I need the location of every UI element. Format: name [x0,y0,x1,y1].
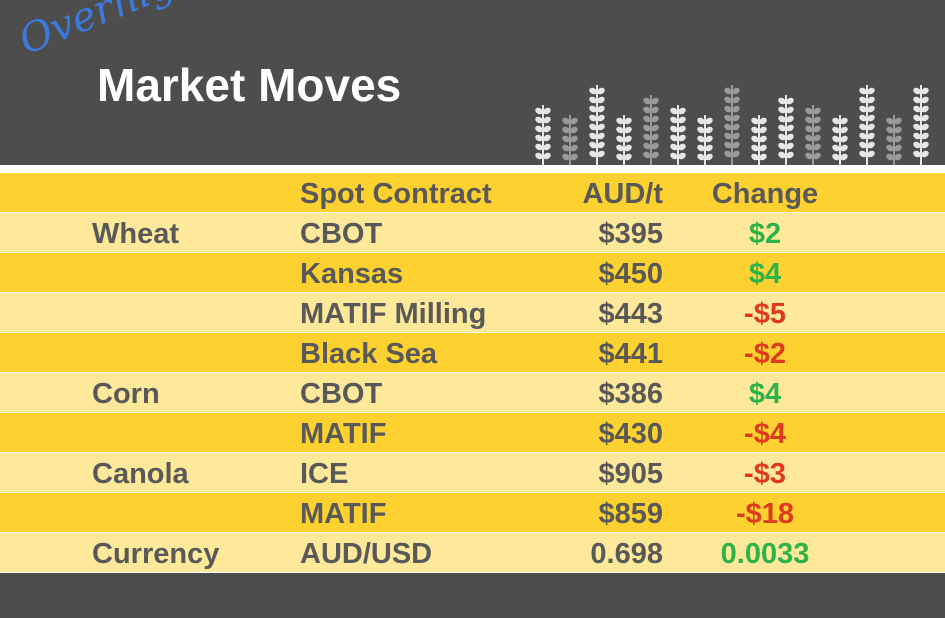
header: Overnight Market Moves [0,0,945,165]
table-row: MATIF $859 -$18 [0,493,945,533]
commodity: Canola [92,458,189,490]
change: 0.0033 [720,538,810,570]
change: -$5 [744,298,786,330]
wheat-icon [778,95,794,165]
table-row: MATIF $430 -$4 [0,413,945,453]
contract: Black Sea [300,338,438,370]
table-row: Wheat CBOT $395 $2 [0,213,945,253]
wheat-icon [805,105,821,165]
price: 0.698 [590,538,663,570]
wheat-icons [535,85,929,165]
wheat-icon [724,85,740,165]
table-row: Currency AUD/USD 0.698 0.0033 [0,533,945,573]
change: $2 [748,218,782,250]
commodity: Corn [92,378,160,410]
change: -$4 [744,418,786,450]
table-row: Kansas $450 $4 [0,253,945,293]
wheat-icon [886,115,902,165]
wheat-icon [859,85,875,165]
column-header: Spot Contract [300,178,492,210]
contract: MATIF [300,498,387,530]
wheat-icon [643,95,659,165]
wheat-icon [535,105,551,165]
table: Spot Contract AUD/t Change Wheat CBOT $395 $2 K… [0,173,945,573]
price: $430 [598,418,663,450]
commodity: Wheat [92,218,179,250]
wheat-icon [751,115,767,165]
table-row: Spot Contract AUD/t Change [0,173,945,213]
price: $859 [598,498,663,530]
column-header: Change [711,178,819,210]
price: $450 [598,258,663,290]
table-row: MATIF Milling $443 -$5 [0,293,945,333]
wheat-icon [616,115,632,165]
contract: MATIF Milling [300,298,487,330]
table-row: Canola ICE $905 -$3 [0,453,945,493]
wheat-icon [913,85,929,165]
contract: Kansas [300,258,404,290]
wheat-icon [832,115,848,165]
change: -$18 [735,498,795,530]
kicker: Overnight [12,0,220,64]
price: $395 [598,218,663,250]
table-row: Black Sea $441 -$2 [0,333,945,373]
wheat-icon [589,85,605,165]
contract: AUD/USD [300,538,433,570]
price: $386 [598,378,663,410]
contract: CBOT [300,218,383,250]
price: $441 [598,338,663,370]
table-row: Corn CBOT $386 $4 [0,373,945,413]
contract: CBOT [300,378,383,410]
wheat-icon [562,115,578,165]
price: $443 [598,298,663,330]
contract: ICE [300,458,349,490]
price: $905 [598,458,663,490]
change: -$3 [744,458,786,490]
change: $4 [748,258,782,290]
column-header: AUD/t [582,178,663,210]
change: $4 [748,378,782,410]
divider [0,165,945,173]
change: -$2 [744,338,786,370]
title: Market Moves [97,59,402,111]
contract: MATIF [300,418,387,450]
wheat-icon [670,105,686,165]
wheat-icon [697,115,713,165]
commodity: Currency [92,538,220,570]
